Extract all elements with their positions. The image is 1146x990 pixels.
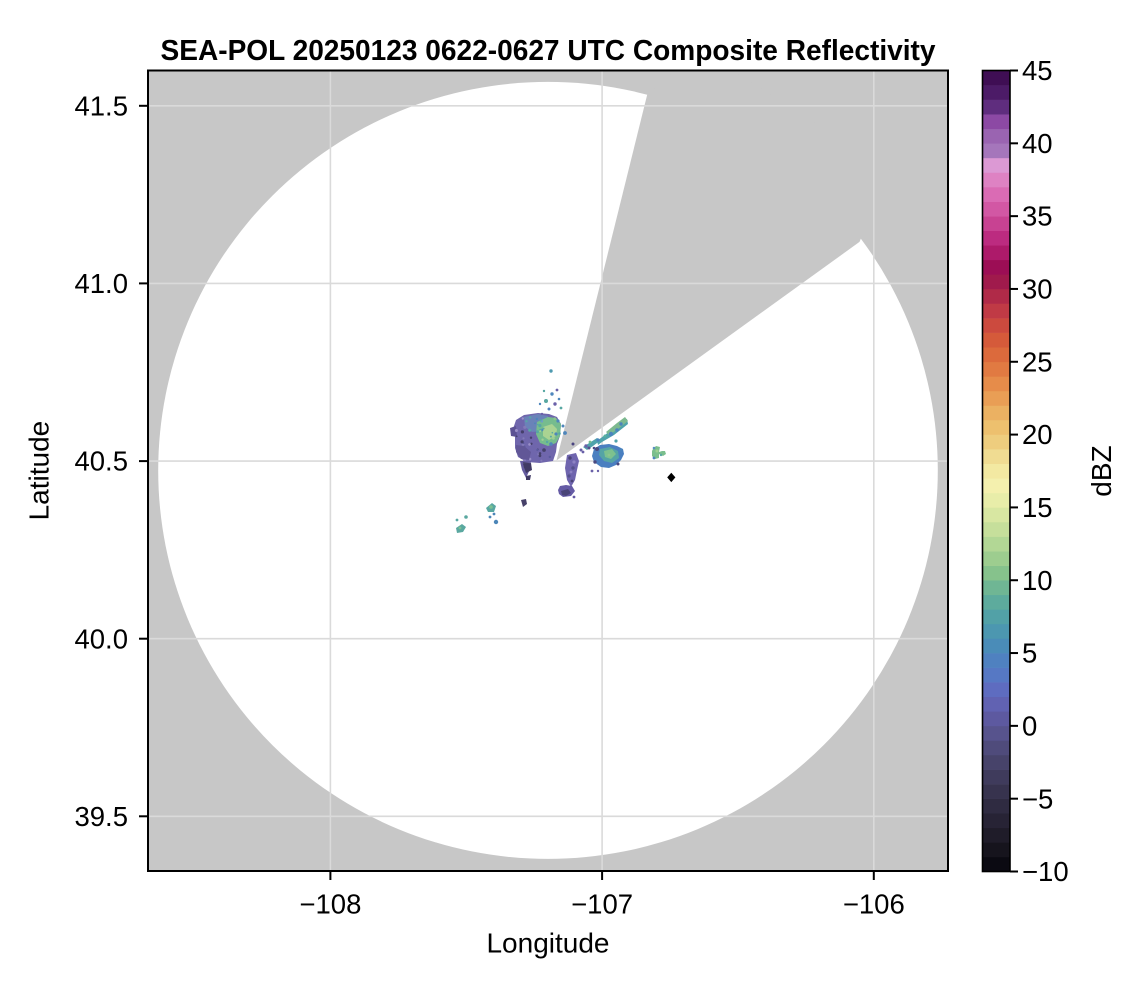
svg-text:30: 30 (1022, 274, 1053, 305)
svg-text:45: 45 (1022, 55, 1053, 86)
svg-text:40.0: 40.0 (74, 623, 128, 654)
svg-text:−108: −108 (299, 889, 361, 920)
svg-text:−106: −106 (843, 889, 905, 920)
svg-text:5: 5 (1022, 638, 1037, 669)
svg-text:−5: −5 (1022, 783, 1053, 814)
svg-text:Longitude: Longitude (486, 928, 609, 959)
svg-text:0: 0 (1022, 710, 1037, 741)
svg-text:39.5: 39.5 (74, 801, 128, 832)
svg-text:40.5: 40.5 (74, 446, 128, 477)
svg-text:Latitude: Latitude (24, 421, 55, 521)
svg-text:40: 40 (1022, 128, 1053, 159)
svg-text:dBZ: dBZ (1086, 445, 1117, 496)
svg-text:−10: −10 (1022, 856, 1069, 887)
svg-text:10: 10 (1022, 565, 1053, 596)
svg-text:25: 25 (1022, 346, 1053, 377)
svg-text:15: 15 (1022, 492, 1053, 523)
svg-text:20: 20 (1022, 419, 1053, 450)
svg-text:35: 35 (1022, 201, 1053, 232)
svg-text:−107: −107 (571, 889, 633, 920)
svg-text:41.5: 41.5 (74, 90, 128, 121)
svg-text:41.0: 41.0 (74, 268, 128, 299)
svg-text:SEA-POL 20250123 0622-0627 UTC: SEA-POL 20250123 0622-0627 UTC Composite… (161, 35, 936, 67)
